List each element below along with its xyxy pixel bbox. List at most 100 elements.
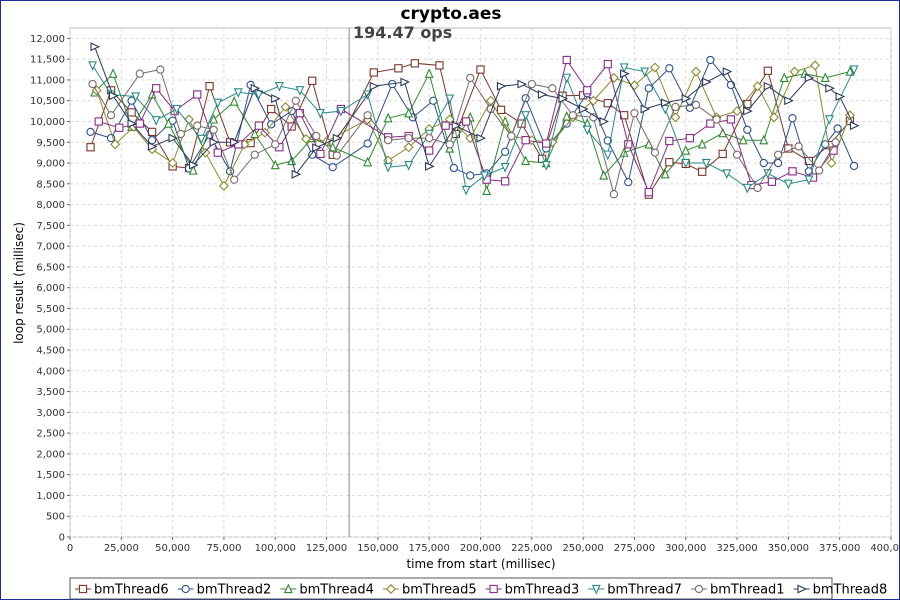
ops-annotation: 194.47 ops: [353, 23, 452, 42]
data-point: [759, 134, 769, 145]
y-tick-label: 4,500: [36, 346, 65, 357]
data-point: [507, 131, 516, 141]
data-point: [517, 119, 526, 128]
data-point: [609, 190, 619, 199]
data-point: [86, 127, 95, 137]
data-point: [308, 76, 317, 85]
data-point: [383, 136, 393, 145]
data-point: [147, 141, 158, 151]
data-point: [578, 104, 589, 114]
data-point: [788, 167, 797, 176]
legend-marker: [385, 584, 396, 594]
data-point: [624, 140, 633, 149]
data-point: [482, 185, 492, 196]
y-tick-label: 3,500: [36, 387, 65, 398]
legend-label: bmThread4: [299, 583, 374, 598]
data-point: [726, 115, 736, 124]
data-point: [712, 115, 721, 124]
data-point: [804, 73, 815, 83]
y-tick-label: 12,000: [30, 34, 65, 45]
data-point: [336, 106, 346, 117]
y-tick-label: 8,500: [36, 179, 65, 190]
legend-label: bmThread7: [607, 583, 682, 598]
data-point: [200, 147, 211, 158]
series-bmThread1: [88, 65, 840, 199]
data-point: [404, 133, 413, 143]
data-point: [88, 61, 98, 71]
data-point: [681, 94, 692, 104]
series-line-bmThread4: [94, 71, 851, 192]
data-point: [685, 133, 695, 143]
data-point: [176, 129, 185, 139]
data-point: [500, 147, 510, 156]
y-tick-label: 3,000: [36, 408, 65, 419]
data-point: [209, 113, 219, 124]
data-point: [562, 73, 572, 84]
x-tick-label: 25,000: [104, 543, 139, 554]
data-point: [541, 160, 551, 171]
data-point: [788, 114, 797, 123]
legend-marker: [283, 583, 293, 594]
data-point: [394, 64, 403, 73]
data-point: [831, 138, 840, 147]
data-point: [466, 171, 475, 180]
x-tick-label: 250,000: [562, 543, 603, 554]
data-point: [274, 82, 284, 92]
data-point: [732, 106, 743, 117]
series-line-bmThread7: [92, 65, 855, 191]
data-point: [230, 137, 240, 147]
data-point: [476, 65, 485, 74]
data-point: [193, 121, 202, 130]
data-point: [820, 72, 830, 83]
x-tick-label: 100,000: [255, 543, 296, 554]
data-point: [521, 136, 530, 145]
data-point: [209, 137, 220, 147]
data-point: [784, 96, 794, 106]
data-point: [630, 109, 639, 118]
legend-item-bmThread3: bmThread3: [485, 583, 579, 598]
data-point: [722, 169, 732, 179]
data-point: [403, 142, 414, 153]
data-point: [193, 90, 202, 99]
y-tick-label: 8,000: [36, 200, 65, 211]
y-tick-label: 6,500: [36, 262, 65, 273]
data-point: [779, 72, 789, 83]
data-point: [588, 95, 599, 106]
data-point: [383, 163, 393, 173]
data-point: [147, 127, 157, 137]
data-point: [660, 168, 670, 179]
data-point: [108, 91, 119, 101]
x-tick-label: 300,000: [665, 543, 706, 554]
legend-label: bmThread2: [197, 583, 272, 598]
data-point: [250, 128, 260, 139]
data-point: [316, 149, 325, 159]
data-point: [644, 84, 653, 93]
y-tick-label: 9,500: [36, 138, 65, 149]
data-point: [783, 179, 793, 190]
data-point: [660, 104, 670, 115]
data-point: [804, 175, 814, 186]
data-point: [369, 81, 380, 91]
y-tick-label: 500: [46, 512, 65, 523]
data-point: [599, 169, 609, 180]
data-point: [254, 121, 263, 130]
data-point: [849, 161, 859, 171]
data-point: [583, 86, 592, 95]
data-point: [640, 67, 650, 78]
data-point: [404, 107, 414, 118]
x-tick-label: 125,000: [306, 543, 347, 554]
data-point: [94, 117, 103, 126]
data-point: [624, 178, 633, 187]
data-point: [558, 94, 569, 104]
y-tick-label: 10,500: [30, 96, 65, 107]
data-point: [821, 140, 830, 149]
data-point: [271, 94, 281, 104]
legend-label: bmThread5: [402, 583, 477, 598]
data-point: [835, 92, 846, 102]
data-point: [369, 68, 378, 77]
data-point: [794, 142, 803, 151]
data-point: [315, 109, 325, 119]
data-point: [568, 111, 578, 120]
